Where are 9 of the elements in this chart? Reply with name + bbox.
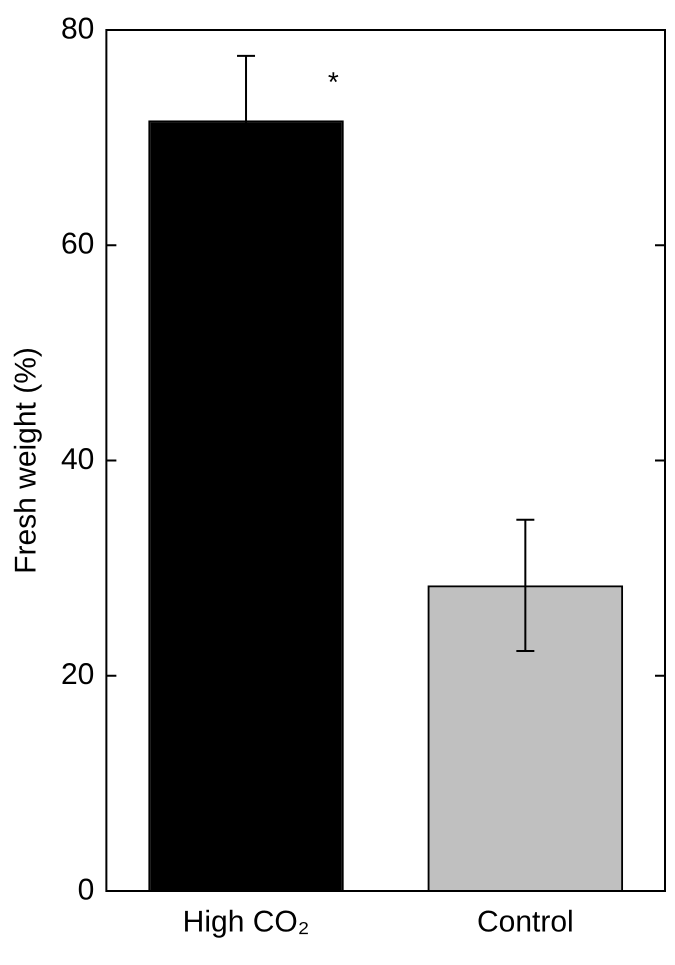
annotation: * (328, 66, 339, 98)
x-tick-label: Control (476, 905, 574, 938)
y-tick-label: 20 (60, 658, 94, 692)
y-tick-label: 0 (78, 873, 94, 906)
y-tick-label: 80 (60, 12, 94, 46)
y-tick-label: 40 (60, 442, 94, 476)
y-tick-label: 60 (60, 228, 94, 261)
x-tick-label: High CO₂ (182, 905, 310, 938)
y-axis-title: Fresh weight (%) (9, 347, 42, 574)
